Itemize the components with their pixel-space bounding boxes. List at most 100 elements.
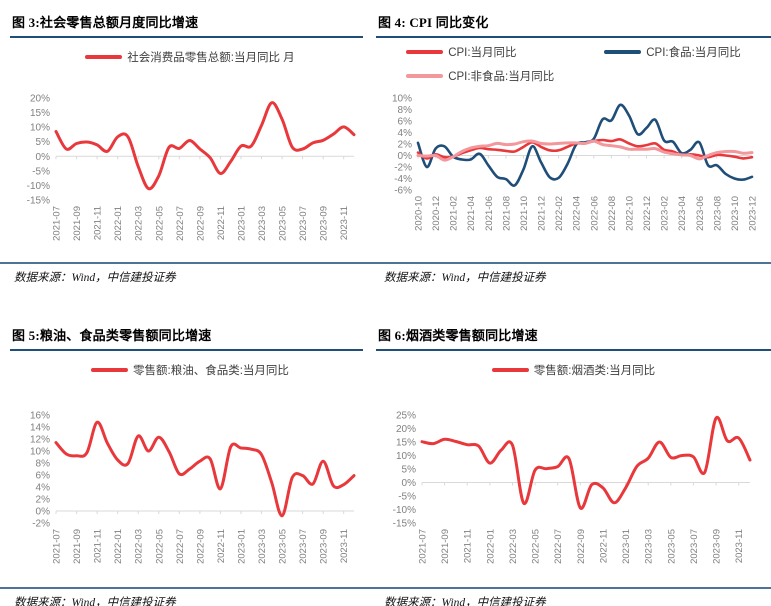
x-tick-label: 2023-01 xyxy=(237,529,248,564)
x-tick-label: 2021-11 xyxy=(93,529,104,563)
x-tick-label: 2023-11 xyxy=(734,529,745,563)
x-tick-label: 2022-11 xyxy=(216,206,227,240)
legend-line-swatch xyxy=(85,55,123,59)
x-tick-label: 2022-09 xyxy=(576,529,587,564)
divider-rule xyxy=(0,587,771,589)
line-chart-retail-total: 2021-07 2021-09 2021-11 2022-01 2022-03 2022-… xyxy=(27,94,356,241)
x-tick-label: 2022-03 xyxy=(134,529,145,564)
figure-4: 图 4: CPI 同比变化 CPI:当月同比 CPI:食品:当月同比 CPI:非食品… xyxy=(370,6,771,260)
figure-5-legend: 零售额:粮油、食品类:当月同比 xyxy=(10,351,370,385)
line-chart-tobacco-alcohol-retail: 2021-07 2021-09 2021-11 2022-01 2022-03 2022-… xyxy=(393,411,752,564)
legend-line-swatch xyxy=(604,50,642,54)
y-tick-label: 12% xyxy=(30,435,50,446)
figure-5: 图 5:粮油、食品类零售额同比增速 零售额:粮油、食品类:当月同比 2021-0… xyxy=(0,319,370,587)
figure-5-title: 图 5:粮油、食品类零售额同比增速 xyxy=(12,328,212,343)
legend-line-swatch xyxy=(406,74,444,78)
y-tick-label: 25% xyxy=(396,411,416,422)
x-tick-label: 2023-01 xyxy=(621,529,632,564)
series-line xyxy=(416,103,754,187)
y-tick-label: 10% xyxy=(392,94,412,105)
x-tick-label: 2022-03 xyxy=(508,529,519,564)
y-tick-label: -10% xyxy=(27,181,50,192)
x-tick-label: 2022-11 xyxy=(216,529,227,563)
legend-label: CPI:食品:当月同比 xyxy=(646,47,741,59)
x-tick-label: 2022-01 xyxy=(485,529,496,564)
x-tick-label: 2021-11 xyxy=(93,206,104,240)
x-tick-label: 2022-04 xyxy=(572,196,583,231)
y-tick-label: 20% xyxy=(30,94,50,105)
x-tick-label: 2022-09 xyxy=(195,206,206,241)
x-tick-label: 2021-07 xyxy=(52,206,63,241)
figure-6-legend: 零售额:烟酒类:当月同比 xyxy=(376,351,771,385)
legend-item: 社会消费品零售总额:当月同比 月 xyxy=(85,49,295,65)
x-tick-label: 2023-06 xyxy=(695,196,706,231)
y-tick-label: 0% xyxy=(36,507,51,518)
title-rule xyxy=(376,349,771,351)
y-tick-label: 15% xyxy=(30,108,50,119)
figure-4-legend: CPI:当月同比 CPI:食品:当月同比 CPI:非食品:当月同比 xyxy=(376,38,771,88)
x-tick-label: 2021-09 xyxy=(72,529,83,564)
y-tick-label: 8% xyxy=(398,105,413,116)
legend-label: CPI:非食品:当月同比 xyxy=(448,71,555,83)
legend-item: CPI:食品:当月同比 xyxy=(604,44,741,60)
figure-3-title: 图 3:社会零售总额月度同比增速 xyxy=(12,15,199,30)
series-line xyxy=(54,420,356,518)
x-tick-label: 2022-07 xyxy=(175,529,186,564)
x-tick-label: 2020-12 xyxy=(431,196,442,231)
x-tick-label: 2023-04 xyxy=(677,196,688,231)
legend-label: 零售额:烟酒类:当月同比 xyxy=(533,365,656,377)
title-rule xyxy=(376,36,771,38)
series-line xyxy=(54,101,356,191)
x-tick-label: 2023-02 xyxy=(660,196,671,231)
x-tick-label: 2022-01 xyxy=(113,206,124,241)
line-chart-grain-food-retail: 2021-07 2021-09 2021-11 2022-01 2022-03 2022-… xyxy=(30,411,356,564)
bottom-source-row: 数据来源：Wind，中信建投证券 数据来源：Wind，中信建投证券 xyxy=(0,589,771,606)
figure-3-source: 数据来源：Wind，中信建投证券 xyxy=(14,272,176,284)
y-tick-label: 5% xyxy=(36,137,51,148)
y-tick-label: 16% xyxy=(30,411,50,422)
x-tick-label: 2022-07 xyxy=(175,206,186,241)
y-tick-label: 0% xyxy=(402,478,417,489)
figure-3-legend: 社会消费品零售总额:当月同比 月 xyxy=(10,38,370,72)
y-tick-label: 15% xyxy=(396,438,416,449)
x-tick-label: 2023-01 xyxy=(237,206,248,241)
x-tick-label: 2022-10 xyxy=(624,196,635,231)
legend-item: 零售额:粮油、食品类:当月同比 xyxy=(91,362,289,378)
x-tick-label: 2021-08 xyxy=(501,196,512,231)
legend-item: CPI:非食品:当月同比 xyxy=(406,68,554,84)
y-tick-label: -6% xyxy=(394,186,412,197)
y-tick-label: 0% xyxy=(398,151,413,162)
x-tick-label: 2023-08 xyxy=(712,196,723,231)
divider-rule xyxy=(0,262,771,264)
x-tick-label: 2023-07 xyxy=(298,529,309,564)
figure-6-source: 数据来源：Wind，中信建投证券 xyxy=(384,597,546,606)
x-tick-label: 2023-03 xyxy=(644,529,655,564)
x-tick-label: 2022-02 xyxy=(554,196,565,231)
x-tick-label: 2021-12 xyxy=(537,196,548,231)
x-tick-label: 2021-09 xyxy=(440,529,451,564)
x-tick-label: 2022-11 xyxy=(599,529,610,563)
x-tick-label: 2021-10 xyxy=(519,196,530,231)
y-tick-label: 5% xyxy=(402,465,417,476)
title-rule xyxy=(10,36,363,38)
series-line xyxy=(416,139,754,162)
figure-3: 图 3:社会零售总额月度同比增速 社会消费品零售总额:当月同比 月 2021-0… xyxy=(0,6,370,262)
x-tick-label: 2022-12 xyxy=(642,196,653,231)
x-tick-label: 2022-05 xyxy=(154,529,165,564)
x-tick-label: 2023-09 xyxy=(319,206,330,241)
x-tick-label: 2022-05 xyxy=(531,529,542,564)
bottom-figure-row: 图 5:粮油、食品类零售额同比增速 零售额:粮油、食品类:当月同比 2021-0… xyxy=(0,319,771,587)
y-tick-label: 4% xyxy=(36,483,51,494)
x-tick-label: 2021-04 xyxy=(466,196,477,231)
figure-4-source: 数据来源：Wind，中信建投证券 xyxy=(384,272,546,284)
y-tick-label: 6% xyxy=(398,117,413,128)
x-tick-label: 2022-06 xyxy=(589,196,600,231)
figure-6: 图 6:烟酒类零售额同比增速 零售额:烟酒类:当月同比 2021-07 2021-… xyxy=(370,319,771,587)
x-tick-label: 2023-12 xyxy=(748,196,759,231)
legend-line-swatch xyxy=(91,368,129,372)
x-tick-label: 2023-10 xyxy=(730,196,741,231)
figure-4-title: 图 4: CPI 同比变化 xyxy=(378,15,489,30)
x-tick-label: 2023-05 xyxy=(278,529,289,564)
legend-label: 零售额:粮油、食品类:当月同比 xyxy=(133,365,289,377)
y-tick-label: 10% xyxy=(396,451,416,462)
